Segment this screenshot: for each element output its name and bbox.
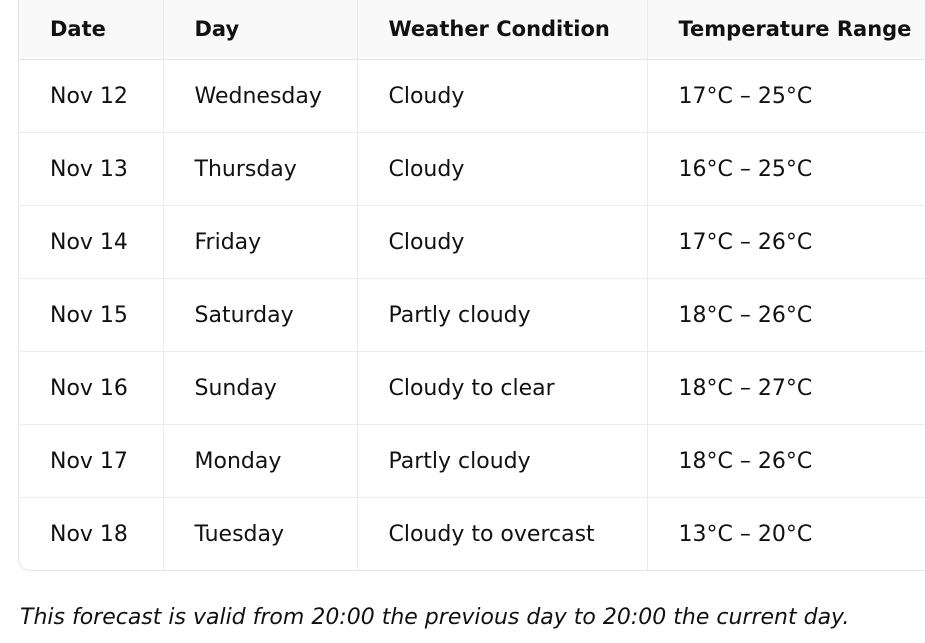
table-cell: 16°C – 25°C: [647, 132, 925, 206]
table-cell: Thursday: [163, 132, 358, 206]
table-cell: Friday: [163, 205, 358, 279]
header-cell: Weather Condition: [357, 0, 648, 60]
table-row: Nov 16 Sunday Cloudy to clear 18°C – 27°C: [19, 351, 925, 425]
table-cell: Tuesday: [163, 497, 358, 570]
table-cell: Nov 14: [19, 205, 164, 279]
table-cell: Monday: [163, 424, 358, 498]
table-row: Nov 18 Tuesday Cloudy to overcast 13°C – 20…: [19, 497, 925, 570]
table-cell: Nov 12: [19, 59, 164, 133]
header-row: Date Day Weather Condition Temperature Rang…: [19, 0, 925, 60]
table-row: Nov 14 Friday Cloudy 17°C – 26°C: [19, 205, 925, 279]
table-cell: Nov 17: [19, 424, 164, 498]
table-cell: Cloudy: [357, 132, 648, 206]
footnote: This forecast is valid from 20:00 the pr…: [20, 605, 850, 630]
table-cell: Cloudy: [357, 59, 648, 133]
table-cell: Nov 16: [19, 351, 164, 425]
table-cell: 18°C – 26°C: [647, 424, 925, 498]
table-cell: 17°C – 25°C: [678, 83, 813, 109]
table-cell: Saturday: [163, 278, 358, 352]
table-cell: Partly cloudy: [357, 424, 648, 498]
table-row: Nov 15 Saturday Partly cloudy 18°C – 26°C: [19, 278, 925, 352]
table-container: Date Day Weather Condition Temperature Rang…: [18, 0, 925, 571]
forecast-table: Date Day Weather Condition Temperature Rang…: [19, 0, 925, 570]
table-cell: Cloudy to overcast: [357, 497, 648, 570]
header-cell: Date: [19, 0, 164, 60]
table-cell: Cloudy to clear: [357, 351, 648, 425]
table-row: Nov 17 Monday Partly cloudy 18°C – 26°C: [19, 424, 925, 498]
table-body: Nov 12 Wednesday Cloudy 17°C – 25°C Nov 13 Th…: [19, 59, 925, 570]
table-cell: Sunday: [163, 351, 358, 425]
table-cell: Nov 15: [19, 278, 164, 352]
table-cell: Nov 18: [19, 497, 164, 570]
table-row: Nov 12 Wednesday Cloudy 17°C – 25°C: [19, 59, 925, 133]
table-cell: Wednesday: [163, 59, 358, 133]
table-row: Nov 13 Thursday Cloudy 16°C – 25°C: [19, 132, 925, 206]
header-cell: Day: [163, 0, 358, 60]
table-cell: Nov 13: [19, 132, 164, 206]
table-cell: 17°C – 26°C: [647, 205, 925, 279]
header-cell: Temperature Range: [647, 0, 925, 60]
table-cell: 18°C – 27°C: [647, 351, 925, 425]
table-cell: 18°C – 26°C: [647, 278, 925, 352]
table-cell: 13°C – 20°C: [647, 497, 925, 570]
table-cell: Cloudy: [357, 205, 648, 279]
table-cell: Partly cloudy: [357, 278, 648, 352]
